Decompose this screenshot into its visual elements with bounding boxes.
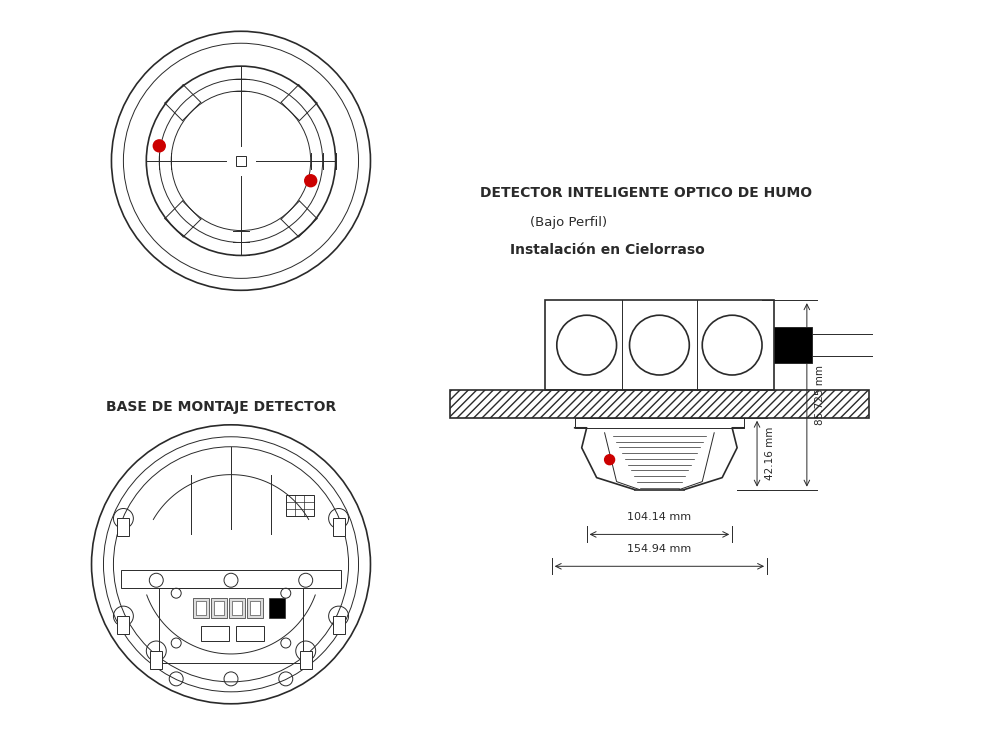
Bar (250, 601, 260, 615)
Text: 104.14 mm: 104.14 mm (627, 512, 691, 523)
Bar (236, 626, 264, 641)
Bar (201, 626, 229, 641)
Bar (545, 300, 774, 390)
Bar (333, 518, 345, 536)
Text: 154.94 mm: 154.94 mm (627, 544, 692, 554)
Circle shape (605, 454, 615, 465)
Bar (286, 495, 314, 517)
Bar (450, 390, 869, 418)
Bar (229, 599, 245, 618)
Bar (236, 155, 246, 166)
Bar (214, 601, 224, 615)
Circle shape (305, 175, 317, 187)
Bar (117, 616, 129, 634)
Bar (117, 518, 129, 536)
Text: 42.16 mm: 42.16 mm (765, 427, 775, 481)
Bar (232, 601, 242, 615)
Bar (159, 588, 303, 663)
Text: Instalación en Cielorraso: Instalación en Cielorraso (510, 243, 705, 258)
Circle shape (153, 140, 165, 152)
Bar (193, 599, 209, 618)
Bar (196, 601, 206, 615)
Bar (300, 651, 312, 669)
Text: 85.725 mm: 85.725 mm (815, 365, 825, 425)
Bar (269, 599, 285, 618)
Text: BASE DE MONTAJE DETECTOR: BASE DE MONTAJE DETECTOR (106, 400, 336, 414)
Bar (333, 616, 345, 634)
Bar (121, 570, 341, 588)
Text: (Bajo Perfil): (Bajo Perfil) (530, 216, 607, 228)
Bar (247, 599, 263, 618)
Bar (575, 418, 744, 428)
Bar (211, 599, 227, 618)
Bar (774, 327, 812, 363)
Text: DETECTOR INTELIGENTE OPTICO DE HUMO: DETECTOR INTELIGENTE OPTICO DE HUMO (480, 185, 812, 200)
Bar (150, 651, 162, 669)
